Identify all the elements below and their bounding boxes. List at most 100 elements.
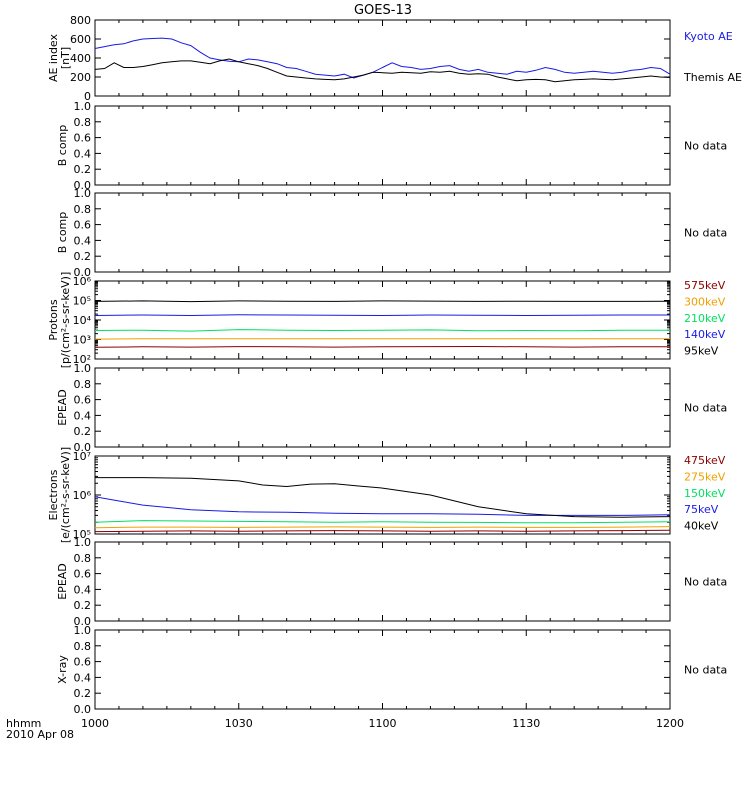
panel-3: 0.0 0.2 0.4 0.6 0.8 1.0 B comp No data xyxy=(56,187,727,279)
y-tick-label: 10⁵ xyxy=(73,295,91,308)
series-line-kyoto-ae xyxy=(94,37,671,79)
y-tick-label: 0.6 xyxy=(74,568,92,581)
y-axis-label: EPEAD xyxy=(56,563,69,600)
y-tick-label: 0.8 xyxy=(74,378,92,391)
legend-300kev: 300keV xyxy=(684,295,726,308)
legend-210kev: 210keV xyxy=(684,312,726,325)
no-data-label: No data xyxy=(684,227,727,240)
series-line-210kev xyxy=(94,329,670,332)
y-axis-label: Electrons xyxy=(47,469,60,520)
y-tick-label: 0.4 xyxy=(74,671,92,684)
y-tick-label: 0.0 xyxy=(74,266,92,279)
y-axis-label: EPEAD xyxy=(56,389,69,426)
y-tick-label: 800 xyxy=(70,14,91,27)
y-axis-label: AE index xyxy=(47,33,60,82)
no-data-label: No data xyxy=(684,140,727,153)
y-tick-label: 10⁴ xyxy=(73,314,92,327)
y-tick-label: 1.0 xyxy=(74,624,92,637)
y-tick-label: 600 xyxy=(70,33,91,46)
series-line-75kev xyxy=(94,496,671,516)
y-tick-label: 1.0 xyxy=(74,362,92,375)
panel-frame xyxy=(94,629,671,710)
y-tick-label: 0.4 xyxy=(74,234,92,247)
y-tick-label: 0.0 xyxy=(74,703,92,716)
panel-6: 10⁵ 10⁶ 10⁷ Electrons [e/(cm²-s-sr-keV)] 475k… xyxy=(47,447,726,543)
no-data-label: No data xyxy=(684,664,727,677)
no-data-label: No data xyxy=(684,402,727,415)
legend-kyoto-ae: Kyoto AE xyxy=(684,30,733,43)
y-tick-label: 0.8 xyxy=(74,116,92,129)
y-tick-label: 0.2 xyxy=(74,425,92,438)
date-label: 2010 Apr 08 xyxy=(6,728,74,741)
series-line-40kev xyxy=(95,477,671,518)
y-tick-label: 0.4 xyxy=(74,409,92,422)
y-tick-label: 10⁵ xyxy=(73,528,91,541)
legend-275kev: 275keV xyxy=(684,470,726,483)
y-tick-label: 1.0 xyxy=(74,536,92,549)
no-data-label: No data xyxy=(684,576,727,589)
y-tick-label: 0.6 xyxy=(74,132,92,145)
y-tick-label: 10² xyxy=(73,353,91,366)
legend-150kev: 150keV xyxy=(684,487,726,500)
x-tick-label: 1000 xyxy=(81,717,109,730)
y-tick-label: 0.6 xyxy=(74,394,92,407)
panel-group: 0 200 400 600 800 AE index [nT] Kyoto AE Themis … xyxy=(47,14,742,716)
y-axis-unit: [nT] xyxy=(59,47,72,69)
panel-2: 0.0 0.2 0.4 0.6 0.8 1.0 B comp No data xyxy=(56,100,727,192)
y-tick-label: 0.6 xyxy=(74,656,92,669)
y-axis-unit: [e/(cm²-s-sr-keV)] xyxy=(59,447,72,543)
panel-4: 10² 10³ 10⁴ 10⁵ 10⁶ Protons [p/(cm²-s-sr-keV)]… xyxy=(47,272,726,369)
legend-75kev: 75keV xyxy=(684,503,719,516)
panel-frame xyxy=(94,19,671,97)
y-tick-label: 0.2 xyxy=(74,163,92,176)
x-tick-label: 1130 xyxy=(512,717,540,730)
y-tick-label: 10⁶ xyxy=(73,489,92,502)
series-line-themis-ae xyxy=(94,58,671,83)
y-tick-label: 400 xyxy=(70,52,91,65)
y-tick-label: 0.2 xyxy=(74,687,92,700)
y-axis-label: B comp xyxy=(56,212,69,254)
y-tick-label: 200 xyxy=(70,71,91,84)
legend-575kev: 575keV xyxy=(684,279,726,292)
panel-frame xyxy=(94,105,671,186)
time-format-label: hhmm xyxy=(6,717,41,730)
legend-40kev: 40keV xyxy=(684,520,719,533)
series-line-575kev xyxy=(94,345,670,348)
y-axis-label: X-ray xyxy=(56,655,69,684)
y-tick-label: 10³ xyxy=(73,334,91,347)
y-tick-label: 0.8 xyxy=(74,552,92,565)
x-tick-label: 1030 xyxy=(225,717,253,730)
panel-1: 0 200 400 600 800 AE index [nT] Kyoto AE Themis … xyxy=(47,14,742,103)
legend-95kev: 95keV xyxy=(684,345,719,358)
y-tick-label: 0.0 xyxy=(74,179,92,192)
legend-themis-ae: Themis AE xyxy=(683,71,742,84)
y-tick-label: 0.8 xyxy=(74,640,92,653)
x-tick-label: 1200 xyxy=(656,717,684,730)
series-line-150kev xyxy=(94,520,671,524)
series-line-275kev xyxy=(94,526,671,529)
y-tick-label: 1.0 xyxy=(74,100,92,113)
y-tick-label: 0.6 xyxy=(74,219,92,232)
y-axis-label: Protons xyxy=(47,299,60,340)
plot-title: GOES-13 xyxy=(354,3,412,18)
series-line-140kev xyxy=(94,314,670,317)
panel-7: 0.0 0.2 0.4 0.6 0.8 1.0 EPEAD No data xyxy=(56,536,727,628)
y-tick-label: 10⁷ xyxy=(73,450,91,463)
y-tick-label: 1.0 xyxy=(74,187,92,200)
time-axis: 1000 1030 1100 1130 1200 xyxy=(81,717,684,730)
legend-140kev: 140keV xyxy=(684,328,726,341)
legend-475kev: 475keV xyxy=(684,454,726,467)
y-tick-label: 0.0 xyxy=(74,441,92,454)
y-tick-label: 0.2 xyxy=(74,250,92,263)
series-line-475kev xyxy=(94,529,671,533)
y-tick-label: 0.8 xyxy=(74,203,92,216)
y-tick-label: 0.0 xyxy=(74,615,92,628)
y-tick-label: 0.4 xyxy=(74,583,92,596)
panel-frame xyxy=(94,541,671,622)
panel-frame xyxy=(94,367,671,448)
y-tick-label: 0.4 xyxy=(74,147,92,160)
y-tick-label: 0 xyxy=(84,90,91,103)
panel-5: 0.0 0.2 0.4 0.6 0.8 1.0 EPEAD No data xyxy=(56,362,727,454)
panel-8: 0.0 0.2 0.4 0.6 0.8 1.0 X-ray No data xyxy=(56,624,727,716)
